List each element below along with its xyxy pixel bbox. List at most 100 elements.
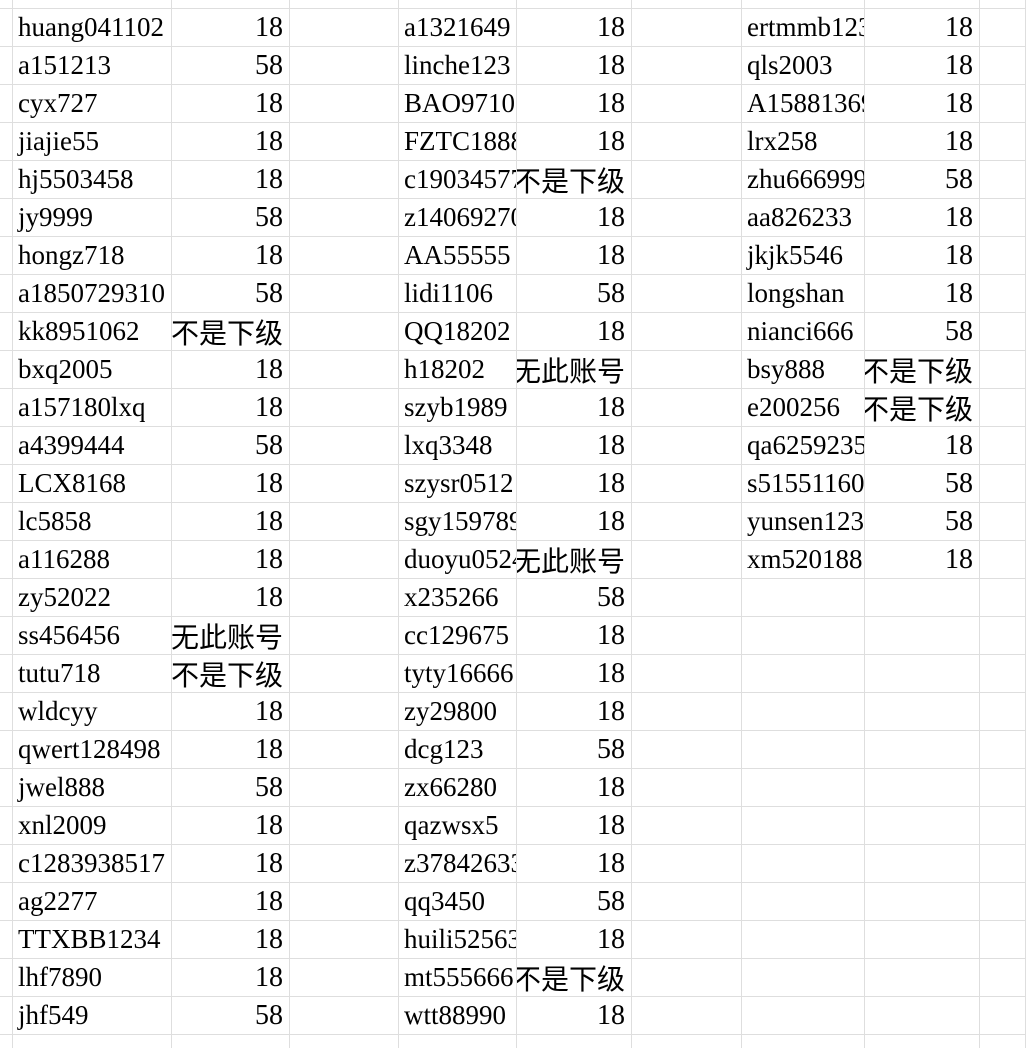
username-cell[interactable]: qazwsx5	[399, 807, 517, 845]
spacer-cell[interactable]	[290, 0, 399, 9]
edge-cell[interactable]	[0, 807, 13, 845]
edge-cell[interactable]	[0, 9, 13, 47]
username-cell[interactable]: x235266	[399, 579, 517, 617]
value-cell[interactable]: 58	[517, 275, 632, 313]
empty-cell[interactable]	[13, 1035, 172, 1048]
spacer-cell[interactable]	[632, 617, 742, 655]
spacer-cell[interactable]	[632, 47, 742, 85]
value-cell[interactable]: 18	[865, 9, 980, 47]
username-cell[interactable]: tutu718	[13, 655, 172, 693]
edge-cell[interactable]	[0, 0, 13, 9]
username-cell[interactable]: ss456456	[13, 617, 172, 655]
edge-cell[interactable]	[980, 351, 1026, 389]
spacer-cell[interactable]	[632, 351, 742, 389]
username-cell[interactable]: c1283938517	[13, 845, 172, 883]
value-cell[interactable]: 18	[865, 85, 980, 123]
spacer-cell[interactable]	[290, 275, 399, 313]
username-cell[interactable]: z1406927084	[399, 199, 517, 237]
empty-cell[interactable]	[742, 845, 865, 883]
empty-cell[interactable]	[742, 883, 865, 921]
value-cell[interactable]: 58	[865, 503, 980, 541]
username-cell[interactable]: xnl2009	[13, 807, 172, 845]
edge-cell[interactable]	[0, 237, 13, 275]
value-cell[interactable]: 18	[865, 275, 980, 313]
value-cell[interactable]: 18	[517, 769, 632, 807]
empty-cell[interactable]	[865, 655, 980, 693]
empty-cell[interactable]	[742, 769, 865, 807]
username-cell[interactable]: bxq2005	[13, 351, 172, 389]
username-cell[interactable]: longshan	[742, 275, 865, 313]
username-cell[interactable]: sgy159789	[399, 503, 517, 541]
edge-cell[interactable]	[0, 655, 13, 693]
spacer-cell[interactable]	[632, 161, 742, 199]
username-cell[interactable]: c1903457721	[399, 161, 517, 199]
username-cell[interactable]: nianci666	[742, 313, 865, 351]
value-cell[interactable]: 18	[517, 85, 632, 123]
value-cell[interactable]: 18	[517, 9, 632, 47]
username-cell[interactable]: szysr0512	[399, 465, 517, 503]
username-cell[interactable]: linche123	[399, 47, 517, 85]
username-cell[interactable]: jwel888	[13, 769, 172, 807]
spacer-cell[interactable]	[632, 693, 742, 731]
empty-cell[interactable]	[742, 579, 865, 617]
value-cell[interactable]: 18	[172, 123, 290, 161]
value-cell[interactable]: 58	[172, 199, 290, 237]
value-cell[interactable]: 18	[865, 47, 980, 85]
edge-cell[interactable]	[0, 47, 13, 85]
empty-cell[interactable]	[865, 807, 980, 845]
edge-cell[interactable]	[980, 997, 1026, 1035]
username-cell[interactable]: lc5858	[13, 503, 172, 541]
spacer-cell[interactable]	[290, 959, 399, 997]
spacer-cell[interactable]	[632, 85, 742, 123]
username-cell[interactable]: hj5503458	[13, 161, 172, 199]
spacer-cell[interactable]	[632, 883, 742, 921]
edge-cell[interactable]	[980, 731, 1026, 769]
value-cell[interactable]: 18	[172, 237, 290, 275]
username-cell[interactable]: hongz718	[13, 237, 172, 275]
username-cell[interactable]: LCX8168	[13, 465, 172, 503]
username-cell[interactable]: lidi1106	[399, 275, 517, 313]
value-cell[interactable]: 18	[517, 845, 632, 883]
edge-cell[interactable]	[0, 313, 13, 351]
empty-cell[interactable]	[742, 1035, 865, 1048]
empty-cell[interactable]	[865, 997, 980, 1035]
value-cell[interactable]: 18	[865, 237, 980, 275]
edge-cell[interactable]	[0, 275, 13, 313]
username-cell[interactable]: zhu666999	[742, 161, 865, 199]
username-cell[interactable]: jiajie55	[13, 123, 172, 161]
value-cell[interactable]: 18	[172, 9, 290, 47]
value-cell[interactable]: 58	[172, 275, 290, 313]
username-cell[interactable]: A1588136999	[742, 85, 865, 123]
username-cell[interactable]: xm520188	[742, 541, 865, 579]
username-cell[interactable]: a1321649	[399, 9, 517, 47]
username-cell[interactable]: BAO9710	[399, 85, 517, 123]
spacer-cell[interactable]	[632, 199, 742, 237]
value-cell[interactable]: 18	[172, 959, 290, 997]
empty-cell[interactable]	[742, 655, 865, 693]
spacer-cell[interactable]	[632, 465, 742, 503]
value-cell[interactable]: 18	[172, 85, 290, 123]
edge-cell[interactable]	[980, 313, 1026, 351]
value-cell[interactable]: 18	[172, 351, 290, 389]
spacer-cell[interactable]	[632, 579, 742, 617]
value-cell[interactable]: 18	[172, 731, 290, 769]
edge-cell[interactable]	[980, 427, 1026, 465]
value-cell[interactable]: 58	[865, 465, 980, 503]
value-cell[interactable]: 18	[517, 807, 632, 845]
edge-cell[interactable]	[0, 161, 13, 199]
value-cell[interactable]: 不是下级	[517, 161, 632, 199]
spacer-cell[interactable]	[290, 883, 399, 921]
value-cell[interactable]: 18	[865, 123, 980, 161]
spacer-cell[interactable]	[290, 427, 399, 465]
value-cell[interactable]: 无此账号	[172, 617, 290, 655]
value-cell[interactable]: 18	[172, 541, 290, 579]
spacer-cell[interactable]	[632, 237, 742, 275]
username-cell[interactable]: zy52022	[13, 579, 172, 617]
empty-cell[interactable]	[742, 807, 865, 845]
empty-cell[interactable]	[865, 883, 980, 921]
spacer-cell[interactable]	[290, 199, 399, 237]
username-cell[interactable]: ag2277	[13, 883, 172, 921]
edge-cell[interactable]	[980, 1035, 1026, 1048]
value-cell[interactable]: 18	[517, 997, 632, 1035]
spacer-cell[interactable]	[290, 313, 399, 351]
